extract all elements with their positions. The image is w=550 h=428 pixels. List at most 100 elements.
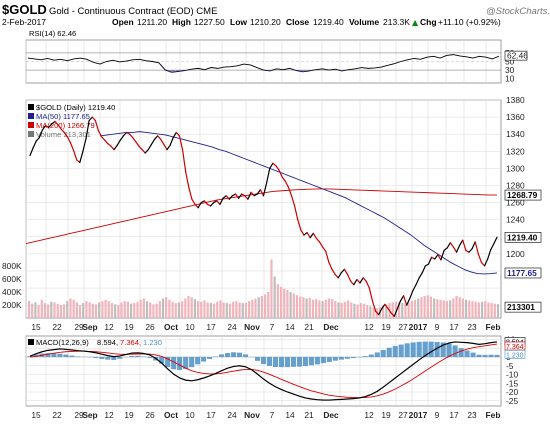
- price-segment: [449, 242, 455, 248]
- price-segment: [234, 193, 240, 199]
- volume-bar: [442, 300, 445, 318]
- volume-bar: [98, 302, 101, 318]
- x-tick-label: 23: [467, 410, 477, 420]
- price-segment: [97, 130, 103, 138]
- price-segment: [57, 124, 62, 130]
- volume-bar: [305, 298, 308, 318]
- price-segment: [474, 241, 479, 255]
- x-tick-label: 12: [364, 322, 374, 332]
- volume-bar: [455, 295, 458, 318]
- x-tick-label: Dec: [323, 410, 339, 420]
- x-tick-label: Oct: [164, 410, 178, 420]
- volume-bar: [165, 297, 168, 318]
- price-segment: [76, 159, 81, 164]
- macd-tick-label: -10: [506, 370, 518, 380]
- volume-bar: [423, 295, 426, 318]
- x-tick-label: 9: [435, 322, 440, 332]
- volume-bar: [426, 295, 429, 318]
- high-value: 1227.50: [194, 17, 225, 27]
- price-segment: [368, 287, 374, 302]
- x-tick-label: 19: [124, 322, 134, 332]
- macd-histogram-bar: [410, 342, 416, 357]
- volume-bar: [369, 306, 372, 318]
- price-segment: [294, 205, 299, 221]
- x-tick-label: 9: [435, 410, 440, 420]
- macd-frame: [25, 335, 502, 407]
- macd-legend-macd: 8.594,: [97, 338, 118, 347]
- price-segment: [38, 129, 44, 139]
- volume-bar: [212, 303, 216, 318]
- volume-bar: [62, 304, 66, 318]
- low-label: Low: [230, 17, 247, 27]
- price-tick-label: 1240: [506, 215, 525, 225]
- price-segment: [266, 167, 271, 184]
- price-segment: [493, 236, 498, 245]
- macd-histogram-bar: [57, 353, 63, 357]
- macd-histogram-bar: [63, 354, 69, 357]
- price-tick-label: 1260: [506, 198, 525, 208]
- price-tick-label: 1320: [506, 146, 525, 156]
- volume-bar: [474, 301, 477, 318]
- macd-histogram-bar: [117, 357, 123, 359]
- price-segment: [262, 182, 268, 197]
- price-segment: [138, 145, 143, 151]
- volume-bar: [350, 302, 353, 318]
- macd-histogram-bar: [33, 354, 39, 357]
- rsi-last-value: 62.46: [507, 51, 528, 61]
- volume-bar: [324, 299, 327, 318]
- macd-histogram-bar: [458, 348, 464, 357]
- price-segment: [309, 232, 314, 239]
- macd-histogram-bar: [195, 357, 201, 365]
- price-segment: [427, 256, 433, 265]
- x-tick-label: 23: [467, 322, 477, 332]
- price-segment: [318, 241, 324, 248]
- macd-signal-line: [29, 343, 498, 399]
- macd-histogram-bar: [398, 344, 404, 357]
- macd-histogram-bar: [428, 341, 434, 357]
- price-frame: [25, 99, 502, 319]
- price-segment: [32, 140, 37, 149]
- volume-bar: [66, 301, 69, 318]
- volume-bar: [181, 301, 184, 318]
- macd-histogram-bar: [183, 357, 189, 369]
- x-tick-label: 24: [227, 322, 237, 332]
- x-tick-label: 17: [449, 410, 459, 420]
- volume-bar: [362, 303, 366, 318]
- price-segment: [135, 141, 140, 147]
- macd-histogram-bar: [201, 357, 207, 362]
- macd-histogram-bar: [374, 352, 380, 357]
- x-tick-label: 14: [285, 410, 295, 420]
- price-segment: [181, 148, 187, 173]
- volume-bar: [343, 301, 346, 318]
- price-segment: [303, 231, 308, 236]
- ma50-line: [99, 131, 498, 275]
- x-tick-label: 10: [185, 322, 195, 332]
- volume-bar: [401, 303, 404, 318]
- x-tick-label: Sep: [82, 410, 97, 420]
- volume-bar: [145, 301, 149, 318]
- price-segment: [381, 303, 386, 310]
- macd-panel: 1050-5-10-15-20-25 MACD(12,26,9)8.594,7.…: [25, 335, 526, 407]
- macd-histogram-bar: [99, 357, 105, 359]
- volume-bar: [149, 302, 152, 318]
- price-segment: [487, 249, 492, 260]
- volume-bar: [487, 302, 490, 318]
- volume-bar: [353, 303, 356, 318]
- price-segment: [331, 268, 336, 275]
- volume-bar: [359, 303, 362, 318]
- price-segment: [399, 295, 405, 302]
- macd-tick-label: -20: [506, 387, 518, 397]
- volume-bar: [417, 298, 420, 318]
- volume-bar: [346, 300, 350, 318]
- macd-histogram-bar: [476, 354, 482, 357]
- rsi-panel: 10305070 RSI(14) 62.46 62.46: [25, 29, 528, 84]
- legend-ma50-swatch: [28, 113, 34, 119]
- volume-bar: [232, 301, 235, 318]
- macd-histogram-bar: [225, 352, 231, 357]
- volume-bar: [168, 299, 171, 318]
- price-segment: [185, 171, 190, 188]
- x-tick-label: 2017: [409, 322, 428, 332]
- x-tick-label: 26: [145, 410, 155, 420]
- signal-last-value: 7.364: [506, 344, 524, 351]
